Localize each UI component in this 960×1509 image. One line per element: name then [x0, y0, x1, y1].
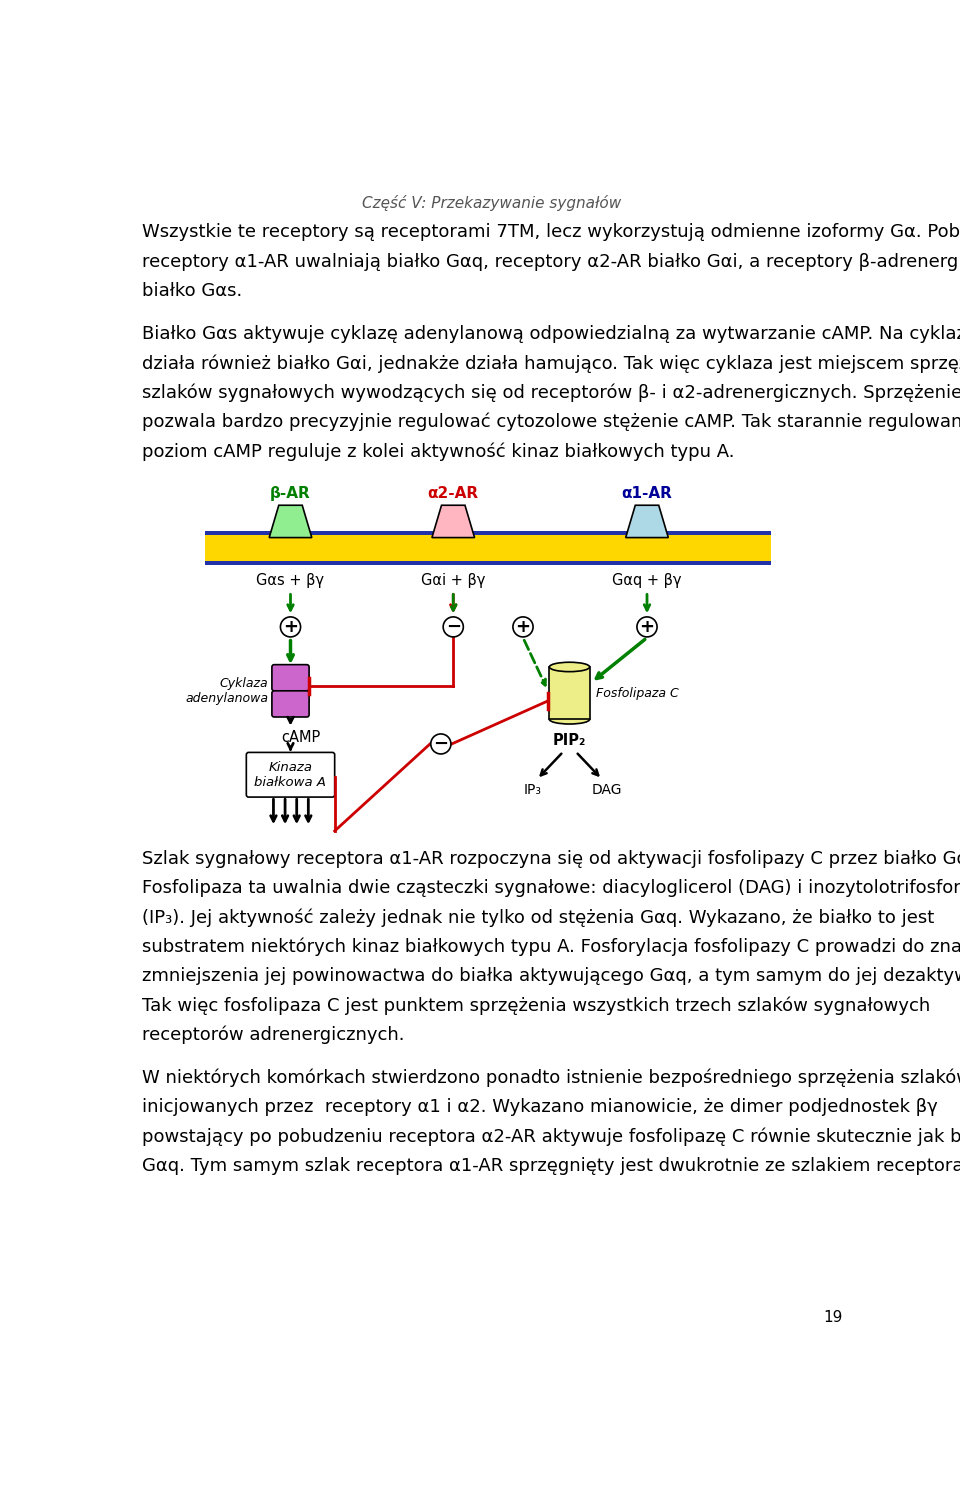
- Text: Białko Gαs aktywuje cyklazę adenylanową odpowiedzialną za wytwarzanie cAMP. Na c: Białko Gαs aktywuje cyklazę adenylanową …: [142, 324, 960, 343]
- Circle shape: [280, 617, 300, 637]
- Text: szlaków sygnałowych wywodzących się od receptorów β- i α2-adrenergicznych. Sprzę: szlaków sygnałowych wywodzących się od r…: [142, 383, 960, 401]
- Bar: [205, 536, 771, 561]
- Text: receptorów adrenergicznych.: receptorów adrenergicznych.: [142, 1026, 404, 1044]
- Text: pozwala bardzo precyzyjnie regulować cytozolowe stężenie cAMP. Tak starannie reg: pozwala bardzo precyzyjnie regulować cyt…: [142, 413, 960, 432]
- FancyBboxPatch shape: [272, 691, 309, 717]
- Text: Cyklaza
adenylanowa: Cyklaza adenylanowa: [185, 678, 268, 705]
- Circle shape: [513, 617, 533, 637]
- Polygon shape: [269, 506, 312, 537]
- Text: DAG: DAG: [591, 783, 622, 797]
- Text: W niektórych komórkach stwierdzono ponadto istnienie bezpośredniego sprzężenia s: W niektórych komórkach stwierdzono ponad…: [142, 1068, 960, 1088]
- Circle shape: [636, 617, 657, 637]
- Text: α2-AR: α2-AR: [428, 486, 479, 501]
- Text: Fosfolipaza C: Fosfolipaza C: [596, 687, 679, 700]
- Bar: [205, 531, 771, 536]
- Text: β-AR: β-AR: [270, 486, 311, 501]
- Text: +: +: [283, 617, 298, 635]
- Bar: [549, 667, 589, 720]
- Text: Tak więc fosfolipaza C jest punktem sprzężenia wszystkich trzech szlaków sygnało: Tak więc fosfolipaza C jest punktem sprz…: [142, 996, 930, 1016]
- Text: −: −: [445, 617, 461, 635]
- Text: Gαq. Tym samym szlak receptora α1-AR sprzęgnięty jest dwukrotnie ze szlakiem rec: Gαq. Tym samym szlak receptora α1-AR spr…: [142, 1157, 960, 1174]
- Text: białko Gαs.: białko Gαs.: [142, 282, 242, 300]
- Text: poziom cAMP reguluje z kolei aktywność kinaz białkowych typu A.: poziom cAMP reguluje z kolei aktywność k…: [142, 442, 734, 460]
- Text: Gαs + βγ: Gαs + βγ: [256, 573, 324, 589]
- Text: IP₃: IP₃: [523, 783, 541, 797]
- Text: Część V: Przekazywanie sygnałów: Część V: Przekazywanie sygnałów: [362, 195, 622, 211]
- Text: Kinaza
białkowa A: Kinaza białkowa A: [254, 761, 326, 789]
- Text: Wszystkie te receptory są receptorami 7TM, lecz wykorzystują odmienne izoformy G: Wszystkie te receptory są receptorami 7T…: [142, 223, 960, 241]
- Text: powstający po pobudzeniu receptora α2-AR aktywuje fosfolipazę C równie skuteczni: powstający po pobudzeniu receptora α2-AR…: [142, 1127, 960, 1145]
- Bar: [205, 561, 771, 566]
- Circle shape: [444, 617, 464, 637]
- Circle shape: [431, 733, 451, 754]
- FancyBboxPatch shape: [247, 753, 335, 797]
- Text: Gαq + βγ: Gαq + βγ: [612, 573, 682, 589]
- Ellipse shape: [549, 715, 589, 724]
- Bar: [205, 531, 771, 566]
- Text: substratem niektórych kinaz białkowych typu A. Fosforylacja fosfolipazy C prowad: substratem niektórych kinaz białkowych t…: [142, 939, 960, 957]
- Text: −: −: [433, 735, 448, 753]
- Text: (IP₃). Jej aktywność zależy jednak nie tylko od stężenia Gαq. Wykazano, że białk: (IP₃). Jej aktywność zależy jednak nie t…: [142, 908, 934, 927]
- Text: zmniejszenia jej powinowactwa do białka aktywującego Gαq, a tym samym do jej dez: zmniejszenia jej powinowactwa do białka …: [142, 967, 960, 985]
- Text: inicjowanych przez  receptory α1 i α2. Wykazano mianowicie, że dimer podjednoste: inicjowanych przez receptory α1 i α2. Wy…: [142, 1099, 938, 1117]
- Text: +: +: [639, 617, 655, 635]
- Text: 19: 19: [823, 1310, 842, 1325]
- Text: Gαi + βγ: Gαi + βγ: [421, 573, 486, 589]
- Polygon shape: [432, 506, 474, 537]
- Text: Szlak sygnałowy receptora α1-AR rozpoczyna się od aktywacji fosfolipazy C przez : Szlak sygnałowy receptora α1-AR rozpoczy…: [142, 850, 960, 868]
- Text: działa również białko Gαi, jednakże działa hamująco. Tak więc cyklaza jest miejs: działa również białko Gαi, jednakże dzia…: [142, 355, 960, 373]
- Ellipse shape: [549, 662, 589, 672]
- Text: α1-AR: α1-AR: [621, 486, 672, 501]
- Polygon shape: [626, 506, 668, 537]
- Text: cAMP: cAMP: [281, 730, 321, 745]
- Text: receptory α1-AR uwalniają białko Gαq, receptory α2-AR białko Gαi, a receptory β-: receptory α1-AR uwalniają białko Gαq, re…: [142, 252, 960, 270]
- FancyBboxPatch shape: [272, 664, 309, 691]
- Text: PIP₂: PIP₂: [553, 733, 587, 748]
- Text: Fosfolipaza ta uwalnia dwie cząsteczki sygnałowe: diacyloglicerol (DAG) i inozyt: Fosfolipaza ta uwalnia dwie cząsteczki s…: [142, 880, 960, 898]
- Text: +: +: [516, 617, 531, 635]
